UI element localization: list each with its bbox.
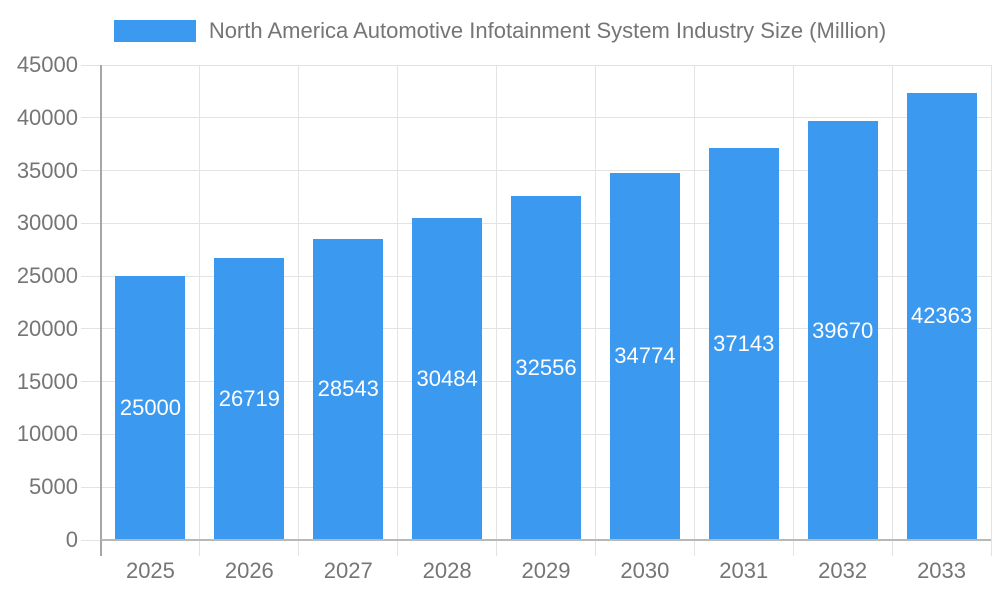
x-axis-tick-label: 2029 xyxy=(521,558,571,583)
x-axis-tick-label: 2033 xyxy=(917,558,967,583)
x-axis-tick-label: 2031 xyxy=(719,558,769,583)
x-gridline xyxy=(496,65,498,556)
y-axis-line xyxy=(100,65,102,556)
y-gridline xyxy=(81,117,991,119)
x-axis-tick-label: 2030 xyxy=(620,558,670,583)
x-gridline xyxy=(891,65,893,556)
bar-value-label: 37143 xyxy=(713,330,775,356)
bar-value-label: 26719 xyxy=(218,385,280,411)
y-gridline xyxy=(81,170,991,172)
legend[interactable]: North America Automotive Infotainment Sy… xyxy=(0,18,1000,44)
legend-label: North America Automotive Infotainment Sy… xyxy=(208,18,887,43)
x-gridline xyxy=(693,65,695,556)
x-axis-tick-label: 2026 xyxy=(224,558,274,583)
x-gridline xyxy=(990,65,992,556)
bar[interactable] xyxy=(807,121,878,540)
y-axis-tick-label: 40000 xyxy=(16,104,78,130)
bar[interactable] xyxy=(511,196,581,540)
bar-value-label: 32556 xyxy=(515,355,577,381)
y-axis-tick-label: 0 xyxy=(65,527,78,552)
bar[interactable] xyxy=(906,92,977,540)
x-gridline xyxy=(594,65,596,556)
x-axis-tick-label: 2028 xyxy=(422,558,472,583)
x-gridline xyxy=(199,65,201,556)
y-axis-tick-label: 10000 xyxy=(16,421,78,447)
y-gridline xyxy=(81,64,991,66)
x-gridline xyxy=(397,65,399,556)
bar-value-label: 28543 xyxy=(317,376,379,402)
x-axis-line xyxy=(101,539,991,541)
y-axis-tick-label: 30000 xyxy=(16,210,78,236)
x-gridline xyxy=(298,65,300,556)
bar[interactable] xyxy=(708,147,779,540)
bar[interactable] xyxy=(115,276,186,540)
y-axis-tick-label: 35000 xyxy=(16,157,78,183)
bar[interactable] xyxy=(313,238,384,540)
y-axis-tick-label: 15000 xyxy=(16,368,78,394)
y-axis-tick-label: 5000 xyxy=(29,474,78,500)
x-axis-tick-label: 2027 xyxy=(323,558,373,583)
y-axis-tick-label: 45000 xyxy=(16,52,78,77)
legend-swatch xyxy=(113,20,196,42)
y-axis-tick-label: 20000 xyxy=(16,315,78,341)
x-axis-tick-label: 2032 xyxy=(818,558,868,583)
bar-value-label: 34774 xyxy=(614,343,676,369)
bar[interactable] xyxy=(609,172,680,540)
y-axis-tick-label: 25000 xyxy=(16,263,78,289)
bar-value-label: 25000 xyxy=(119,395,182,421)
y-zero-tick xyxy=(81,539,101,541)
x-gridline xyxy=(792,65,794,556)
bar[interactable] xyxy=(412,218,483,540)
x-axis-tick-label: 2025 xyxy=(125,558,175,583)
bar-value-label: 39670 xyxy=(812,317,874,343)
bar-value-label: 30484 xyxy=(416,366,478,392)
bar[interactable] xyxy=(214,257,285,540)
bar-value-label: 42363 xyxy=(910,303,973,329)
